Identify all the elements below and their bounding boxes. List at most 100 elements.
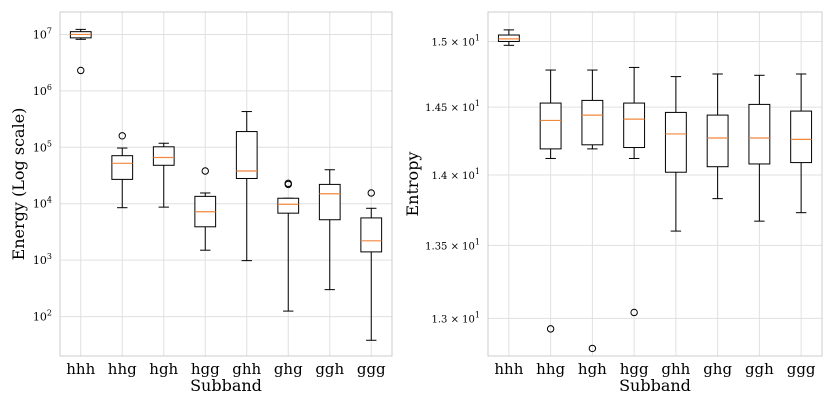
x-tick-label: hgh: [149, 360, 178, 378]
y-tick-times: ×: [447, 103, 462, 114]
x-tick-label: hhh: [494, 360, 523, 378]
y-tick-base: 10: [33, 141, 47, 154]
x-tick-label: hgg: [191, 360, 220, 378]
outlier-point: [630, 308, 638, 317]
box-ghg: ghg: [703, 73, 732, 378]
y-tick-times: ×: [447, 171, 462, 182]
box-ggh: ggh: [745, 74, 774, 378]
iqr-box: [277, 197, 300, 214]
outlier-point: [546, 325, 555, 333]
y-tick-label: 103: [33, 252, 52, 267]
x-tick-label: ghh: [661, 360, 690, 378]
iqr-box: [581, 99, 604, 146]
iqr-box: [748, 103, 771, 165]
iqr-box: [111, 155, 134, 180]
y-tick-coef: 1.3: [432, 314, 448, 325]
y-tick-coef: 1.4: [432, 171, 448, 182]
x-tick-label: hgh: [578, 360, 607, 378]
y-tick-exp: 1: [475, 167, 480, 176]
y-tick-exp: 6: [47, 83, 52, 92]
box-hhh: hhh: [494, 29, 524, 378]
box-ghh: ghh: [232, 111, 262, 378]
x-tick-label: ghg: [703, 360, 732, 378]
outlier-point: [284, 179, 292, 188]
y-tick-exp: 5: [47, 139, 52, 148]
y-tick-coef: 1.5: [432, 37, 448, 48]
y-tick-base: 10: [462, 103, 475, 114]
y-tick-base: 10: [33, 254, 47, 267]
outlier-point: [367, 189, 375, 197]
box-hhh: hhh: [66, 28, 96, 378]
box-hgh: hgh: [578, 69, 607, 378]
y-tick-label: 1.4 × 101: [432, 167, 480, 182]
outlier-point: [118, 132, 126, 140]
iqr-box: [318, 183, 341, 221]
iqr-box: [706, 114, 729, 168]
x-tick-label: hhg: [108, 360, 137, 378]
y-tick-label: 1.5 × 101: [432, 33, 480, 48]
x-tick-label: ggg: [787, 360, 816, 378]
outlier-point: [201, 167, 209, 175]
x-tick-label: ggh: [315, 360, 344, 378]
box-hgg: hgg: [191, 167, 220, 378]
y-tick-label: 106: [33, 83, 52, 98]
y-tick-exp: 3: [47, 252, 52, 261]
y-tick-coef: 1.35: [425, 241, 447, 252]
outlier-point: [77, 66, 85, 75]
y-tick-base: 10: [462, 37, 475, 48]
y-tick-times: ×: [447, 314, 462, 325]
box-hhg: hhg: [536, 69, 565, 378]
y-tick-base: 10: [33, 28, 47, 41]
plot-area: [59, 11, 393, 357]
y-tick-label: 107: [33, 26, 52, 41]
x-tick-label: hgg: [620, 360, 649, 378]
y-tick-base: 10: [33, 198, 47, 211]
x-tick-label: ggg: [357, 360, 386, 378]
box-ggg: ggg: [357, 189, 386, 378]
y-tick-exp: 1: [475, 237, 480, 246]
y-tick-exp: 1: [475, 33, 480, 42]
y-tick-base: 10: [462, 241, 475, 252]
y-tick-label: 1.45 × 101: [425, 99, 480, 114]
y-tick-label: 102: [33, 309, 52, 324]
y-tick-exp: 1: [475, 310, 480, 319]
y-tick-coef: 1.45: [425, 103, 447, 114]
y-tick-exp: 7: [47, 26, 52, 35]
iqr-box: [664, 111, 687, 173]
outlier-point: [588, 344, 597, 353]
y-tick-label: 1.3 × 101: [432, 310, 480, 325]
y-tick-label: 104: [33, 196, 52, 211]
box-hgh: hgh: [149, 142, 179, 378]
y-tick-exp: 2: [47, 309, 52, 318]
x-tick-label: ghg: [274, 360, 303, 378]
y-tick-exp: 1: [475, 99, 480, 108]
y-tick-base: 10: [33, 85, 47, 98]
y-axis-label: Entropy: [403, 152, 422, 217]
x-tick-label: hhh: [66, 360, 95, 378]
iqr-box: [539, 102, 562, 150]
plot-area: [487, 11, 823, 357]
box-hgg: hgg: [620, 66, 649, 378]
x-axis-label: Subband: [619, 376, 691, 395]
y-tick-times: ×: [447, 241, 462, 252]
iqr-box: [235, 131, 258, 179]
x-tick-label: ggh: [745, 360, 774, 378]
iqr-box: [623, 102, 646, 149]
x-tick-label: ghh: [232, 360, 261, 378]
iqr-box: [360, 217, 383, 253]
iqr-box: [152, 146, 175, 166]
box-ghh: ghh: [661, 76, 691, 378]
y-tick-base: 10: [462, 314, 475, 325]
y-tick-times: ×: [447, 37, 462, 48]
y-tick-exp: 4: [47, 196, 52, 205]
box-ggg: ggg: [787, 73, 816, 378]
y-tick-base: 10: [462, 171, 475, 182]
y-tick-label: 1.35 × 101: [425, 237, 480, 252]
x-tick-label: hhg: [536, 360, 565, 378]
box-hhg: hhg: [108, 132, 137, 378]
iqr-box: [497, 34, 520, 42]
iqr-box: [790, 110, 813, 164]
box-ggh: ggh: [315, 169, 345, 378]
